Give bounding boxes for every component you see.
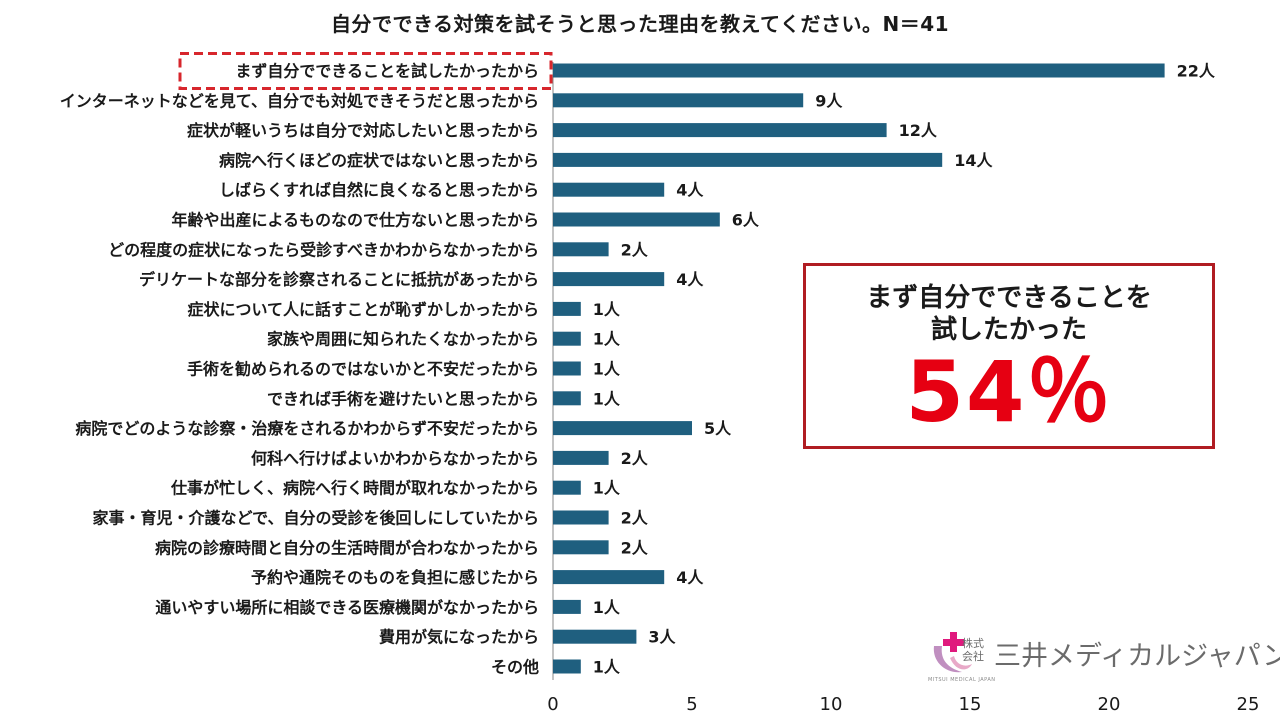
bar xyxy=(553,421,692,436)
bar xyxy=(553,272,665,287)
data-label: 1人 xyxy=(593,330,621,349)
data-label: 5人 xyxy=(704,419,732,438)
bar xyxy=(553,123,887,138)
bar xyxy=(553,480,581,495)
logo-company-name: 三井メディカルジャパン xyxy=(994,641,1280,672)
category-label: 家事・育児・介護などで、自分の受診を後回しにしていたから xyxy=(92,509,539,528)
category-label: その他 xyxy=(491,658,539,677)
data-label: 6人 xyxy=(732,211,760,230)
category-label: 費用が気になったから xyxy=(379,628,539,647)
bar xyxy=(553,629,637,644)
bar xyxy=(553,510,609,525)
category-label: インターネットなどを見て、自分でも対処できそうだと思ったから xyxy=(60,91,539,110)
data-label: 1人 xyxy=(593,300,621,319)
x-tick-label: 10 xyxy=(820,694,843,715)
callout-box: まず自分でできることを 試したかった 54％ xyxy=(803,263,1215,449)
bar xyxy=(553,659,581,674)
data-label: 2人 xyxy=(621,449,649,468)
category-label: 病院の診療時間と自分の生活時間が合わなかったから xyxy=(155,538,539,557)
data-label: 2人 xyxy=(621,509,649,528)
category-label: 通いやすい場所に相談できる医療機関がなかったから xyxy=(155,598,539,617)
category-label: 症状について人に話すことが恥ずかしかったから xyxy=(187,300,539,319)
data-label: 2人 xyxy=(621,240,649,259)
x-tick-label: 20 xyxy=(1098,694,1121,715)
bar xyxy=(553,301,581,316)
data-label: 1人 xyxy=(593,389,621,408)
bar xyxy=(553,331,581,346)
bar xyxy=(553,450,609,465)
data-label: 4人 xyxy=(676,568,704,587)
data-label: 2人 xyxy=(621,538,649,557)
data-label: 14人 xyxy=(954,151,993,170)
data-label: 1人 xyxy=(593,479,621,498)
category-label: まず自分でできることを試したかったから xyxy=(235,62,539,81)
company-logo: 株式 会社 三井メディカルジャパン MITSUI MEDICAL JAPAN xyxy=(928,628,1280,688)
x-tick-label: 5 xyxy=(686,694,697,715)
category-label: 手術を勧められるのではないかと不安だったから xyxy=(187,360,539,379)
bar xyxy=(553,242,609,257)
bar xyxy=(553,540,609,555)
category-label: 病院へ行くほどの症状ではないと思ったから xyxy=(219,151,539,170)
bar xyxy=(553,93,804,108)
bar xyxy=(553,152,943,167)
x-tick-label: 0 xyxy=(547,694,558,715)
data-label: 9人 xyxy=(815,91,843,110)
bar xyxy=(553,361,581,376)
bar xyxy=(553,63,1165,78)
x-tick-label: 15 xyxy=(959,694,982,715)
category-label: 病院でどのような診察・治療をされるかわからず不安だったから xyxy=(75,419,539,438)
logo-kabushiki-kaisha: 株式 会社 xyxy=(962,637,984,663)
data-label: 1人 xyxy=(593,658,621,677)
highlight-box xyxy=(178,52,553,90)
bar xyxy=(553,212,720,227)
category-label: 仕事が忙しく、病院へ行く時間が取れなかったから xyxy=(170,479,539,498)
bar xyxy=(553,599,581,614)
category-label: デリケートな部分を診察されることに抵抗があったから xyxy=(139,270,539,289)
category-label: 家族や周囲に知られたくなかったから xyxy=(267,330,539,349)
data-label: 22人 xyxy=(1177,62,1216,81)
data-label: 3人 xyxy=(648,628,676,647)
data-label: 4人 xyxy=(676,270,704,289)
logo-english-name: MITSUI MEDICAL JAPAN xyxy=(928,677,996,683)
data-label: 12人 xyxy=(899,121,938,140)
bar xyxy=(553,391,581,406)
callout-percentage: 54％ xyxy=(905,343,1113,441)
category-label: 症状が軽いうちは自分で対応したいと思ったから xyxy=(187,121,539,140)
bar xyxy=(553,182,665,197)
category-label: しばらくすれば自然に良くなると思ったから xyxy=(219,181,539,200)
callout-text: まず自分でできることを 試したかった xyxy=(866,283,1152,345)
category-label: 予約や通院そのものを負担に感じたから xyxy=(251,568,539,587)
x-tick-label: 25 xyxy=(1237,694,1260,715)
category-label: どの程度の症状になったら受診すべきかわからなかったから xyxy=(108,240,539,259)
data-label: 1人 xyxy=(593,598,621,617)
data-label: 1人 xyxy=(593,360,621,379)
category-label: できれば手術を避けたいと思ったから xyxy=(267,389,539,408)
category-label: 年齢や出産によるものなので仕方ないと思ったから xyxy=(171,211,539,230)
logo-mark-icon xyxy=(933,632,972,673)
category-label: 何科へ行けばよいかわからなかったから xyxy=(251,449,539,468)
data-label: 4人 xyxy=(676,181,704,200)
chart-title: 自分でできる対策を試そうと思った理由を教えてください。N＝41 xyxy=(330,12,950,36)
bar xyxy=(553,570,665,585)
